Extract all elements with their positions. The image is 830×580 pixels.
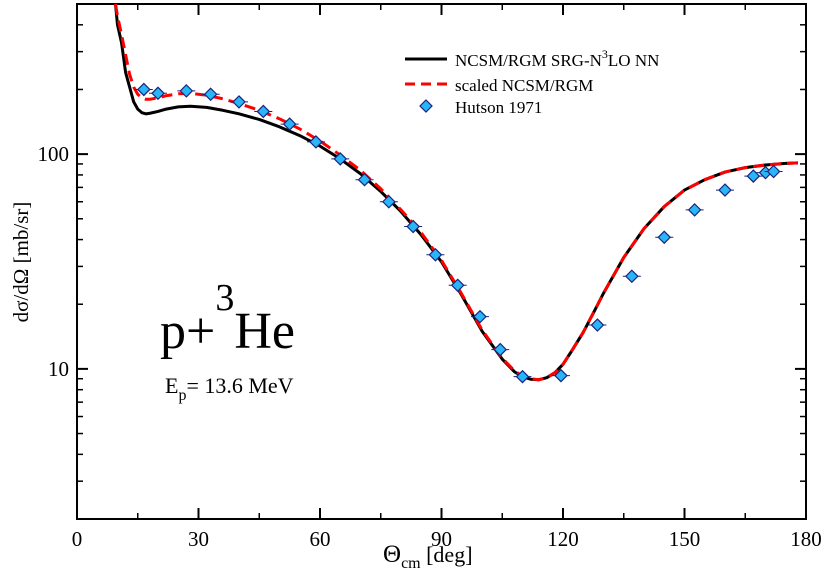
hutson-data-point	[450, 278, 465, 293]
hutson-data-point	[179, 84, 194, 98]
hutson-data-point	[136, 82, 151, 97]
axis-ticks	[76, 4, 807, 519]
series-layer	[113, 4, 798, 384]
x-axis-title: Θcm [deg]	[383, 541, 473, 572]
hutson-data-point	[515, 369, 530, 384]
hutson-data-point	[151, 86, 165, 101]
x-tick-label: 90	[431, 527, 452, 551]
x-tick-label: 30	[188, 527, 209, 551]
series-line-scaled-ncsm-rgm	[113, 4, 798, 382]
x-tick-label: 0	[72, 527, 83, 551]
y-tick-labels: 10 100	[38, 142, 70, 381]
hutson-data-point	[256, 104, 271, 119]
hutson-data-point	[766, 164, 781, 179]
y-tick-label: 10	[48, 357, 69, 381]
hutson-data-point	[406, 219, 420, 234]
hutson-data-point	[232, 95, 246, 109]
hutson-data-point	[428, 247, 443, 262]
hutson-data-point	[493, 342, 508, 357]
hutson-data-point	[687, 203, 702, 217]
hutson-data-point	[473, 309, 487, 324]
x-tick-label: 120	[547, 527, 579, 551]
legend-label-ncsm: NCSM/RGM SRG-N3LO NN	[455, 47, 659, 70]
legend-label-hutson: Hutson 1971	[455, 98, 542, 117]
x-tick-labels: 0 30 60 90 120 150 180	[72, 527, 822, 551]
legend: NCSM/RGM SRG-N3LO NN scaled NCSM/RGM Hut…	[405, 47, 659, 117]
hutson-data-point	[333, 152, 348, 166]
energy-label: Ep= 13.6 MeV	[165, 373, 294, 404]
hutson-data-point	[309, 135, 323, 149]
hutson-data-point	[203, 87, 218, 102]
hutson-data-point	[590, 318, 605, 332]
hutson-data-point	[746, 169, 761, 183]
x-tick-label: 180	[790, 527, 822, 551]
x-tick-label: 60	[310, 527, 331, 551]
hutson-data-point	[718, 183, 732, 197]
y-tick-label: 100	[38, 142, 70, 166]
reaction-label: p+3He	[160, 277, 295, 360]
legend-label-scaled: scaled NCSM/RGM	[455, 76, 593, 95]
hutson-data-point	[382, 194, 396, 209]
hutson-data-point	[657, 230, 672, 245]
hutson-data-point	[282, 117, 297, 131]
y-axis-title: dσ/dΩ [mb/sr]	[9, 202, 33, 323]
hutson-data-point	[625, 269, 639, 284]
hutson-data-point	[357, 172, 372, 187]
x-tick-label: 150	[669, 527, 701, 551]
hutson-data-point	[554, 368, 568, 383]
legend-marker-hutson	[419, 99, 433, 113]
